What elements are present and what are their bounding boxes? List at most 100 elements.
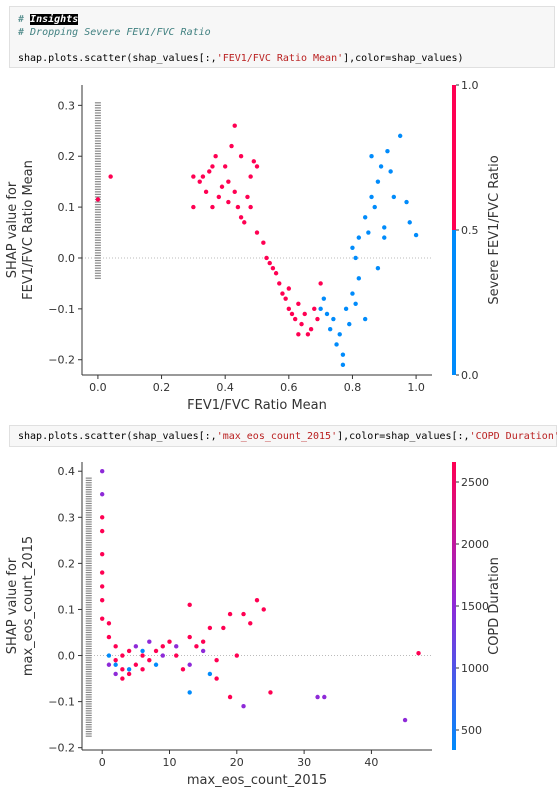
data-point xyxy=(343,306,349,312)
data-point xyxy=(99,515,105,520)
data-point xyxy=(315,316,320,322)
x-tick-label: 20 xyxy=(230,756,244,769)
data-point xyxy=(221,625,226,631)
colorbar-tick-label: 1.0 xyxy=(461,79,479,92)
data-point xyxy=(235,204,241,210)
data-point xyxy=(402,717,408,723)
colorbar-label: COPD Duration xyxy=(487,557,502,655)
data-point xyxy=(305,332,311,337)
x-tick-label: 30 xyxy=(297,756,311,769)
data-point xyxy=(229,143,234,149)
data-point xyxy=(194,644,199,649)
code-cell-2[interactable]: shap.plots.scatter(shap_values[:,'max_eo… xyxy=(9,425,557,447)
data-point xyxy=(99,570,105,575)
data-point xyxy=(248,621,253,626)
data-point xyxy=(113,657,118,663)
data-point xyxy=(191,204,196,210)
y-axis-label-2: max_eos_count_2015 xyxy=(21,536,36,676)
data-point xyxy=(106,653,112,658)
x-tick-label: 0.8 xyxy=(344,381,362,394)
colorbar-high xyxy=(452,85,456,230)
data-point xyxy=(241,704,246,709)
data-point xyxy=(126,667,132,672)
data-point xyxy=(99,616,105,621)
data-point xyxy=(99,551,105,557)
data-point xyxy=(153,648,159,654)
data-point xyxy=(286,286,292,291)
data-point xyxy=(407,220,412,225)
insights-heading: Insights xyxy=(30,14,79,25)
data-point xyxy=(113,662,118,667)
data-point xyxy=(416,651,421,656)
colorbar-tick-label: 2000 xyxy=(461,538,489,551)
scatter-chart-eos: 0 10 20 30 40 −0.2 −0.1 0.0 0.1 0.2 0.3 0.4 max_eos_… xyxy=(5,462,502,788)
data-point xyxy=(353,301,358,306)
data-point xyxy=(219,184,225,189)
data-point xyxy=(321,296,327,301)
data-point xyxy=(207,625,213,631)
data-point xyxy=(140,648,145,654)
data-point xyxy=(375,265,381,271)
data-point xyxy=(222,164,228,169)
data-point xyxy=(207,169,212,174)
data-point xyxy=(404,199,409,205)
data-point xyxy=(318,281,323,286)
data-point xyxy=(99,469,105,474)
data-point xyxy=(337,332,342,337)
code-line-b: ],color=shap_values) xyxy=(343,53,464,64)
colorbar-tick-label: 500 xyxy=(461,724,482,737)
data-point xyxy=(133,662,139,667)
y-axis-label-2: FEV1/FVC Ratio Mean xyxy=(21,160,36,300)
data-point xyxy=(200,648,206,654)
data-point xyxy=(226,199,231,205)
data-point xyxy=(322,694,327,700)
data-point xyxy=(216,194,222,200)
comment-line: # Dropping Severe FEV1/FVC Ratio xyxy=(18,27,211,38)
data-point xyxy=(106,621,112,626)
scatter-chart-fev1: 0.0 0.2 0.4 0.6 0.8 1.0 −0.2 −0.1 0.0 0.1 0.2 0.3 FE… xyxy=(5,79,502,410)
data-point xyxy=(280,291,285,296)
y-tick-label: −0.2 xyxy=(48,354,75,367)
code-cell-1[interactable]: # Insights # Dropping Severe FEV1/FVC Ra… xyxy=(9,6,555,68)
data-point xyxy=(203,189,209,195)
y-tick-label: 0.0 xyxy=(58,252,76,265)
x-axis-label: max_eos_count_2015 xyxy=(187,773,327,788)
data-point xyxy=(347,321,352,327)
colorbar-tick-label: 0.5 xyxy=(461,224,479,237)
data-point xyxy=(197,179,202,184)
data-point xyxy=(113,644,118,649)
data-point xyxy=(238,154,244,159)
data-point xyxy=(120,653,125,658)
data-point xyxy=(340,362,346,368)
data-point xyxy=(334,342,339,347)
data-point xyxy=(296,301,301,306)
data-point xyxy=(327,327,333,332)
data-point xyxy=(167,639,172,644)
data-point xyxy=(375,179,381,184)
data-point xyxy=(106,634,112,640)
x-tick-label: 0.4 xyxy=(216,381,234,394)
data-point xyxy=(234,653,240,658)
data-point xyxy=(391,194,397,200)
data-point xyxy=(267,260,272,266)
y-tick-label: 0.2 xyxy=(58,150,76,163)
data-point xyxy=(248,174,253,179)
y-tick-label: 0.2 xyxy=(58,557,76,570)
data-point xyxy=(140,653,145,658)
data-point xyxy=(120,667,125,672)
data-point xyxy=(254,164,260,169)
y-tick-label: 0.4 xyxy=(58,465,76,478)
code-string-1: 'max_eos_count_2015' xyxy=(216,431,338,442)
data-point xyxy=(315,694,320,700)
data-point xyxy=(369,194,374,200)
data-point xyxy=(126,671,132,677)
data-point xyxy=(356,235,362,240)
data-point xyxy=(261,607,266,612)
data-point xyxy=(210,204,215,210)
data-point xyxy=(210,164,215,169)
data-point xyxy=(200,174,206,179)
data-point xyxy=(242,220,247,225)
data-point xyxy=(318,306,323,312)
y-tick-label: −0.1 xyxy=(48,303,75,316)
code-string-2: 'COPD Duration' xyxy=(469,431,557,442)
